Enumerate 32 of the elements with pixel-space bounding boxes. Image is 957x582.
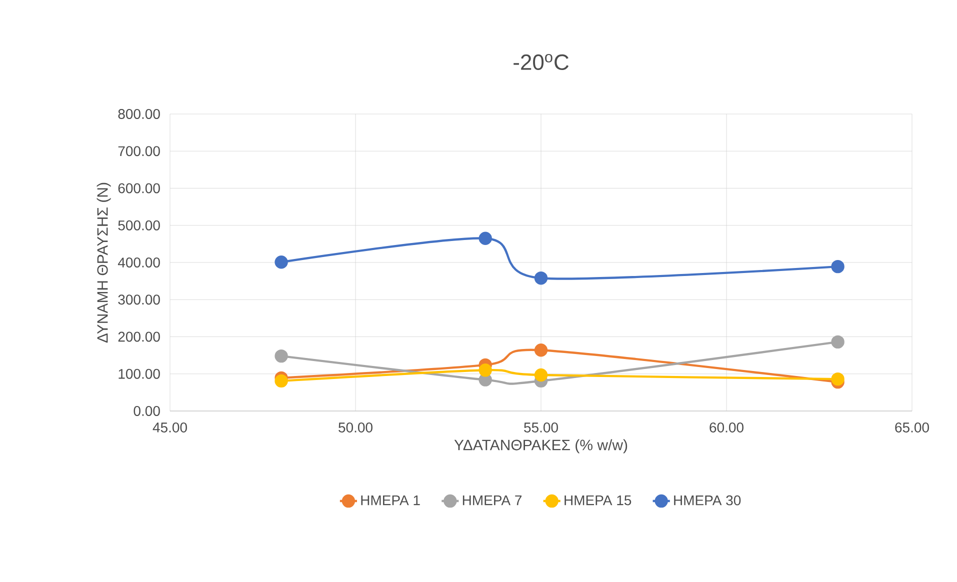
x-tick-label: 65.00 bbox=[895, 422, 929, 432]
x-tick-label: 60.00 bbox=[710, 422, 744, 432]
y-tick-label: 100.00 bbox=[118, 368, 160, 379]
y-tick-label: 300.00 bbox=[118, 294, 160, 305]
point bbox=[534, 368, 548, 382]
point bbox=[534, 271, 548, 285]
y-axis-title: ΔΥΝΑΜΗ ΘΡΑΥΣΗΣ (N) bbox=[96, 182, 111, 343]
y-tick-label: 400.00 bbox=[118, 258, 160, 268]
y-tick-label: 500.00 bbox=[118, 220, 160, 230]
chart-title: -20$^{o}$C bbox=[514, 54, 569, 70]
point bbox=[831, 335, 844, 349]
point bbox=[478, 232, 492, 245]
point bbox=[534, 344, 548, 357]
y-tick-label: 200.00 bbox=[118, 332, 160, 342]
point bbox=[274, 349, 288, 363]
legend-label: ΗΜΕΡΑ 30 bbox=[674, 495, 741, 506]
legend-label: ΗΜΕΡΑ 7 bbox=[462, 495, 522, 506]
point bbox=[831, 260, 844, 274]
legend-label: ΗΜΕΡΑ 1 bbox=[361, 495, 420, 506]
x-tick-label: 45.00 bbox=[152, 422, 187, 432]
point bbox=[274, 256, 288, 269]
legend-label: ΗΜΕΡΑ 15 bbox=[564, 495, 632, 506]
x-axis-title: ΥΔΑΤΑΝΘΡΑΚΕΣ (% w/w) bbox=[454, 439, 628, 454]
point bbox=[274, 374, 288, 388]
y-tick-label: 700.00 bbox=[118, 146, 160, 156]
y-tick-label: 800.00 bbox=[118, 109, 160, 119]
x-tick-label: 55.00 bbox=[524, 422, 558, 432]
point bbox=[831, 372, 844, 386]
y-tick-label: 600.00 bbox=[118, 183, 160, 194]
y-tick-label: 0.00 bbox=[134, 406, 160, 416]
x-tick-label: 50.00 bbox=[338, 422, 372, 432]
point bbox=[478, 364, 492, 377]
